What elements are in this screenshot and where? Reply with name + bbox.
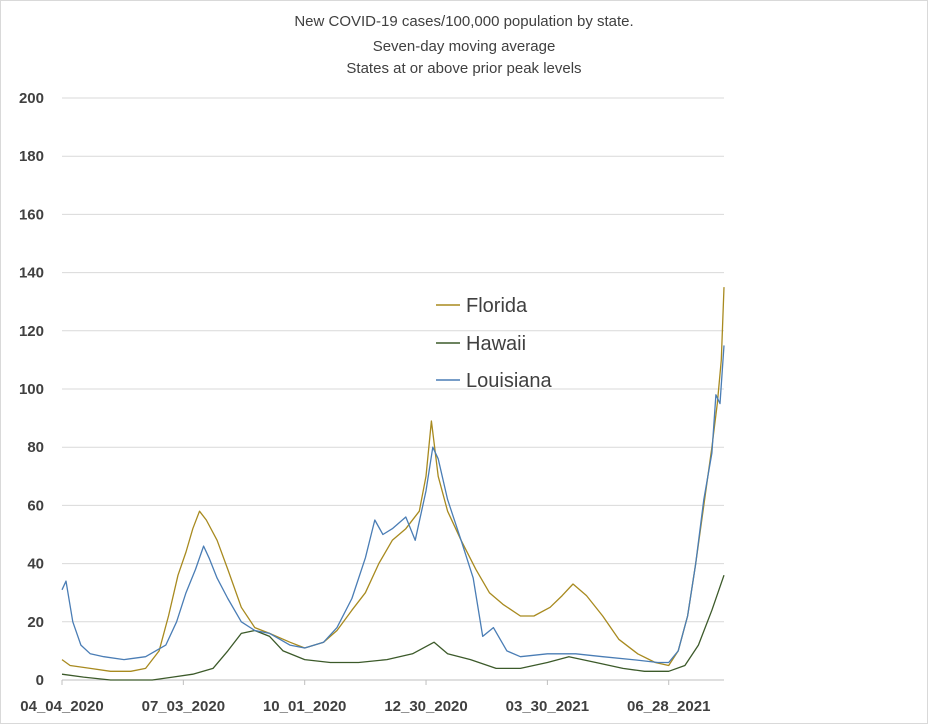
x-tick-label: 03_30_2021 xyxy=(506,698,589,715)
y-tick-label: 120 xyxy=(19,323,44,340)
y-tick-label: 200 xyxy=(19,90,44,107)
y-tick-label: 140 xyxy=(19,265,44,282)
series-lines xyxy=(61,287,725,681)
y-tick-label: 180 xyxy=(19,148,44,165)
chart-title: New COVID-19 cases/100,000 population by… xyxy=(294,13,633,77)
y-axis-ticks: 0 20 40 60 80 100 120 140 160 180 200 xyxy=(19,90,44,689)
chart-title-line-2: Seven-day moving average xyxy=(373,38,556,55)
x-tick-label: 12_30_2020 xyxy=(384,698,467,715)
legend-label-hawaii: Hawaii xyxy=(466,333,526,355)
y-tick-label: 100 xyxy=(19,381,44,398)
y-tick-label: 0 xyxy=(36,672,44,689)
x-tick-label: 04_04_2020 xyxy=(20,698,103,715)
series-line-louisiana xyxy=(61,345,725,664)
legend-label-florida: Florida xyxy=(466,295,528,317)
series-line-hawaii xyxy=(61,574,725,681)
y-tick-label: 80 xyxy=(27,439,44,456)
x-tick-label: 06_28_2021 xyxy=(627,698,710,715)
x-axis-ticks: 04_04_2020 07_03_2020 10_01_2020 12_30_2020… xyxy=(20,680,710,715)
x-tick-label: 10_01_2020 xyxy=(263,698,346,715)
y-tick-label: 160 xyxy=(19,206,44,223)
chart-title-line-1: New COVID-19 cases/100,000 population by… xyxy=(294,13,633,30)
legend: Florida Hawaii Louisiana xyxy=(436,295,553,392)
y-tick-label: 60 xyxy=(27,497,44,514)
x-tick-label: 07_03_2020 xyxy=(142,698,225,715)
y-tick-label: 20 xyxy=(27,614,44,631)
gridlines xyxy=(62,97,724,681)
series-line-florida xyxy=(61,287,725,672)
legend-label-louisiana: Louisiana xyxy=(466,370,553,392)
y-tick-label: 40 xyxy=(27,556,44,573)
chart-title-line-3: States at or above prior peak levels xyxy=(346,60,581,77)
